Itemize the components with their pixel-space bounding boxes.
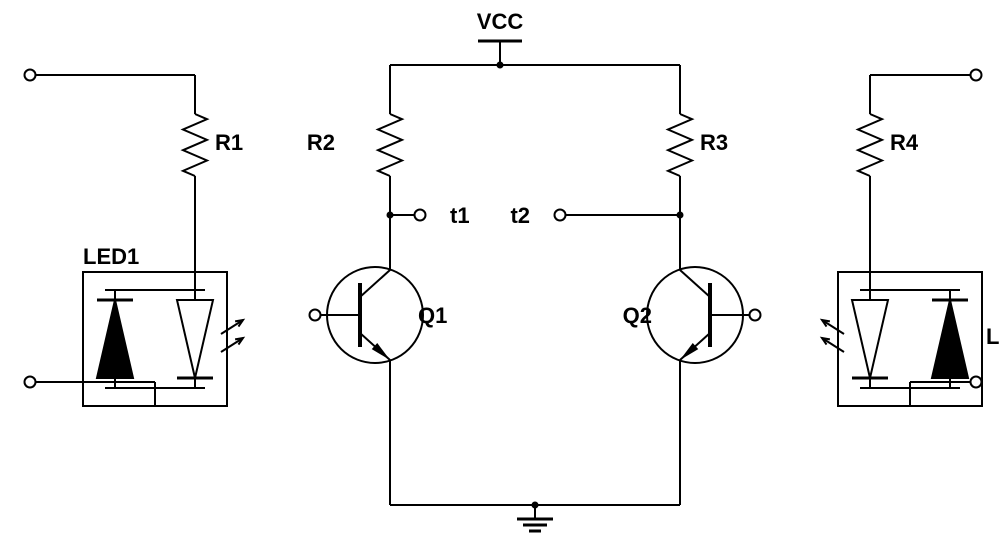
t2-label: t2: [510, 203, 530, 228]
q1-label: Q1: [418, 303, 447, 328]
r1-label: R1: [215, 130, 243, 155]
r4-label: R4: [890, 130, 919, 155]
r2-label: R2: [307, 130, 335, 155]
led2-label: LED2: [986, 324, 1000, 349]
q2-label: Q2: [623, 303, 652, 328]
t1-label: t1: [450, 203, 470, 228]
r3-label: R3: [700, 130, 728, 155]
led1-label: LED1: [83, 244, 139, 269]
schematic-canvas: VCC R2 t1 R3 t2 Q1 Q2 R1 LED1 R4 LED2: [0, 0, 1000, 543]
vcc-label: VCC: [477, 9, 524, 34]
